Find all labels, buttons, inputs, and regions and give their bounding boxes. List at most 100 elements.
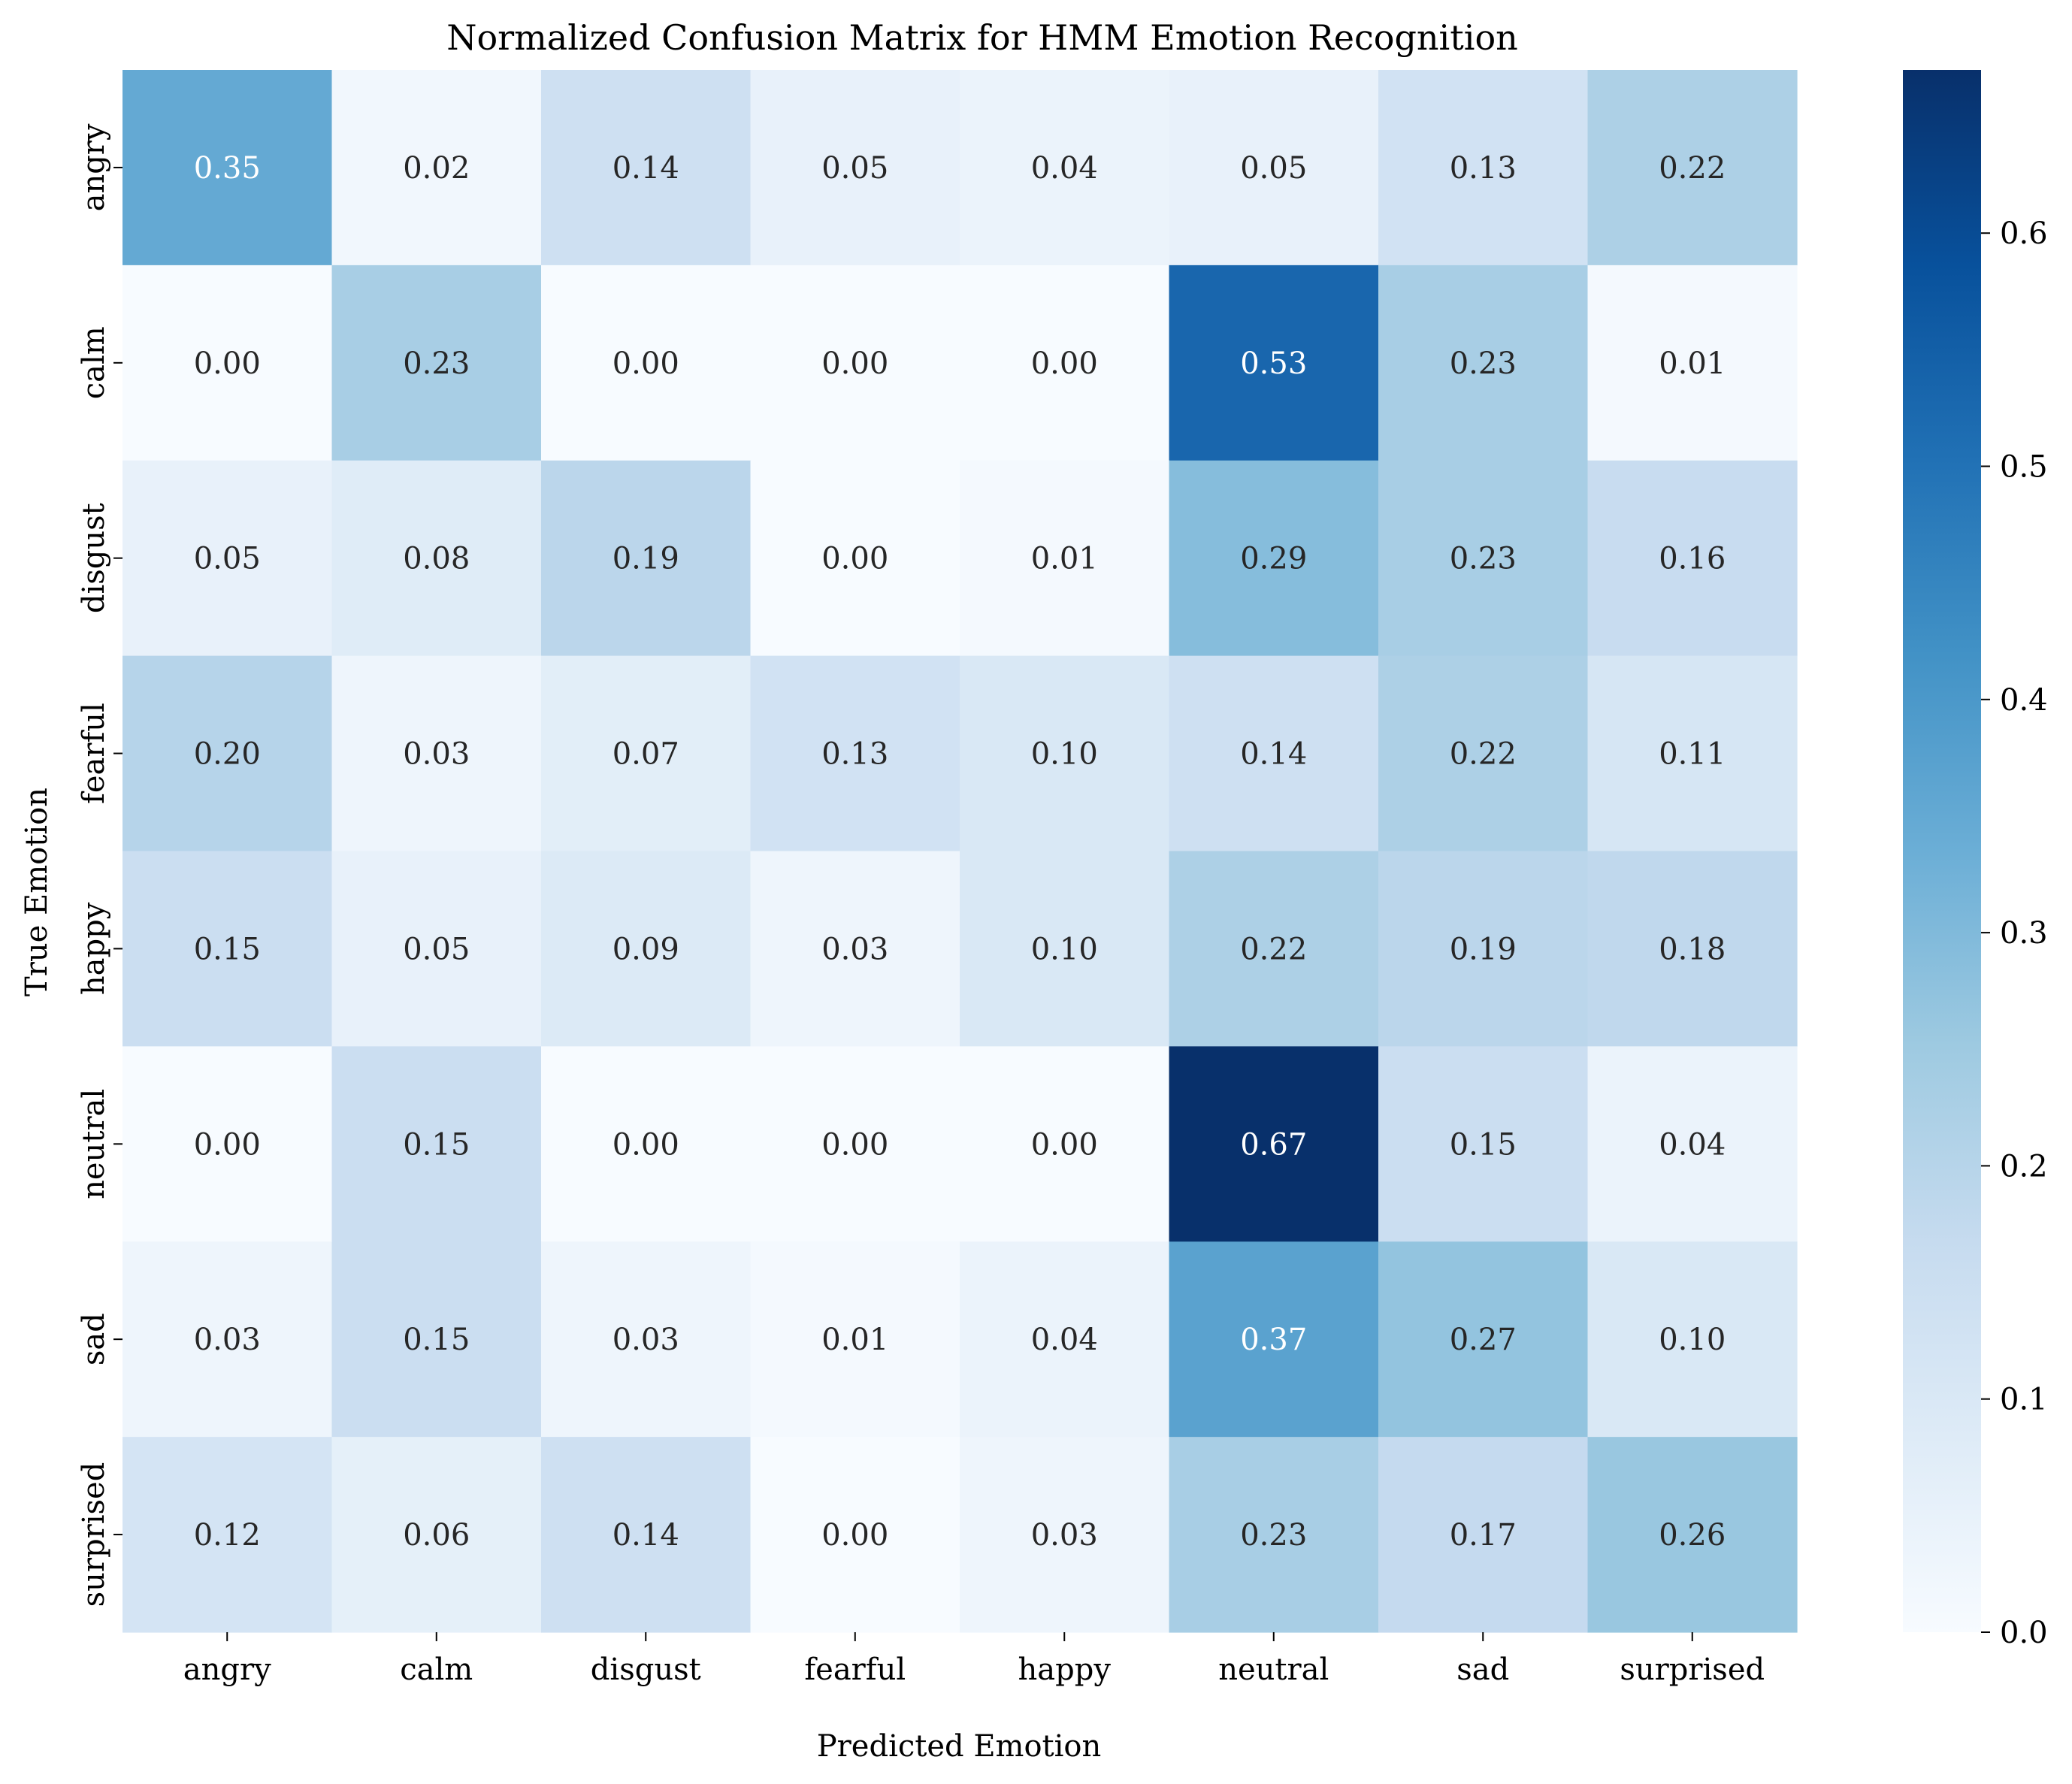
heatmap-cell [750,265,960,461]
heatmap-cell [1378,70,1589,266]
colorbar-tick-label: 0.0 [2000,1616,2048,1650]
cell-value-label: 0.05 [403,932,470,966]
heatmap-cell [1587,1437,1798,1633]
cell-value-label: 0.22 [1659,151,1726,186]
cell-value-label: 0.07 [613,737,679,772]
heatmap-cell [541,460,752,657]
heatmap-cell [750,70,960,266]
heatmap-cell [1587,70,1798,266]
colorbar-tick-label: 0.3 [2000,916,2048,951]
cell-value-label: 0.67 [1240,1127,1307,1162]
cell-value-label: 0.10 [1031,932,1098,966]
cell-value-label: 0.04 [1659,1127,1726,1162]
cell-value-label: 0.12 [194,1518,261,1553]
x-tick-label: angry [183,1652,271,1687]
x-tick-label: calm [400,1652,473,1687]
colorbar-tick-label: 0.6 [2000,216,2048,251]
cell-value-label: 0.03 [403,737,470,772]
heatmap-cell-labels: 0.35 0.02 0.14 0.05 0.04 0.05 0.13 0.22 0.00 0.23… [194,151,1726,1553]
y-tick-label: sad [77,1313,111,1365]
y-tick-label: surprised [77,1462,111,1607]
heatmap-cell [960,655,1170,852]
cell-value-label: 0.14 [613,151,679,186]
heatmap-cell [541,265,752,461]
cell-value-label: 0.03 [194,1323,261,1357]
cell-value-label: 0.00 [821,1127,888,1162]
heatmap-cell [750,1241,960,1438]
heatmap-cell [960,265,1170,461]
cell-value-label: 0.03 [613,1323,679,1357]
cell-value-label: 0.11 [1659,737,1726,772]
heatmap-cell [1169,70,1379,266]
heatmap-cell [331,1241,542,1438]
heatmap-cell [331,1046,542,1242]
heatmap-cell [123,655,333,852]
heatmap-cell [541,1437,752,1633]
cell-value-label: 0.04 [1031,151,1098,186]
cell-value-label: 0.08 [403,542,470,576]
heatmap-cell [1587,265,1798,461]
cell-value-label: 0.13 [1450,151,1517,186]
cell-value-label: 0.35 [194,151,261,186]
heatmap-cell [331,265,542,461]
colorbar [1903,70,1981,1632]
heatmap-cell [331,70,542,266]
cell-value-label: 0.23 [1240,1518,1307,1553]
cell-value-label: 0.14 [1240,737,1307,772]
heatmap-cell [123,1437,333,1633]
cell-value-label: 0.29 [1240,542,1307,576]
chart-title: Normalized Confusion Matrix for HMM Emot… [446,17,1518,58]
heatmap-cell [1378,655,1589,852]
cell-value-label: 0.03 [821,932,888,966]
heatmap-cell [1378,851,1589,1047]
cell-value-label: 0.13 [821,737,888,772]
heatmap-cell [1378,1046,1589,1242]
y-axis-label: True Emotion [20,788,54,996]
cell-value-label: 0.00 [1031,1127,1098,1162]
heatmap-cell [1587,851,1798,1047]
cell-value-label: 0.09 [613,932,679,966]
x-tick-label: neutral [1218,1652,1329,1687]
heatmap-cell [1169,1241,1379,1438]
cell-value-label: 0.00 [1031,346,1098,381]
heatmap-cell [750,1046,960,1242]
cell-value-label: 0.16 [1659,542,1726,576]
heatmap-cell [541,70,752,266]
x-tick-label: fearful [804,1652,906,1687]
cell-value-label: 0.05 [194,542,261,576]
cell-value-label: 0.00 [194,346,261,381]
heatmap-cell [960,70,1170,266]
heatmap-cell [541,655,752,852]
heatmap-cell [1587,1241,1798,1438]
cell-value-label: 0.06 [403,1518,470,1553]
x-tick-label: disgust [591,1652,701,1687]
heatmap-cell [750,1437,960,1633]
cell-value-label: 0.15 [403,1127,470,1162]
heatmap-cell [750,851,960,1047]
heatmap-cell [1169,1046,1379,1242]
cell-value-label: 0.02 [403,151,470,186]
y-axis-ticks: angry calm disgust fearful happy neutral sad su… [77,123,123,1607]
cell-value-label: 0.01 [1659,346,1726,381]
heatmap-cell [1587,460,1798,657]
cell-value-label: 0.23 [1450,542,1517,576]
heatmap-cell [1169,265,1379,461]
heatmap-cell [1378,1437,1589,1633]
heatmap-cell [960,460,1170,657]
cell-value-label: 0.15 [194,932,261,966]
heatmap-cell [541,1046,752,1242]
heatmap-cell [1169,655,1379,852]
cell-value-label: 0.14 [613,1518,679,1553]
heatmap-cell [960,1241,1170,1438]
cell-value-label: 0.27 [1450,1323,1517,1357]
cell-value-label: 0.19 [613,542,679,576]
cell-value-label: 0.10 [1659,1323,1726,1357]
y-tick-label: fearful [77,703,111,804]
cell-value-label: 0.00 [821,542,888,576]
cell-value-label: 0.37 [1240,1323,1307,1357]
x-axis-ticks: angry calm disgust fearful happy neutral sad su… [183,1632,1765,1687]
colorbar-tick-label: 0.5 [2000,450,2048,485]
y-tick-label: calm [77,326,111,399]
colorbar-tick-label: 0.2 [2000,1149,2048,1184]
